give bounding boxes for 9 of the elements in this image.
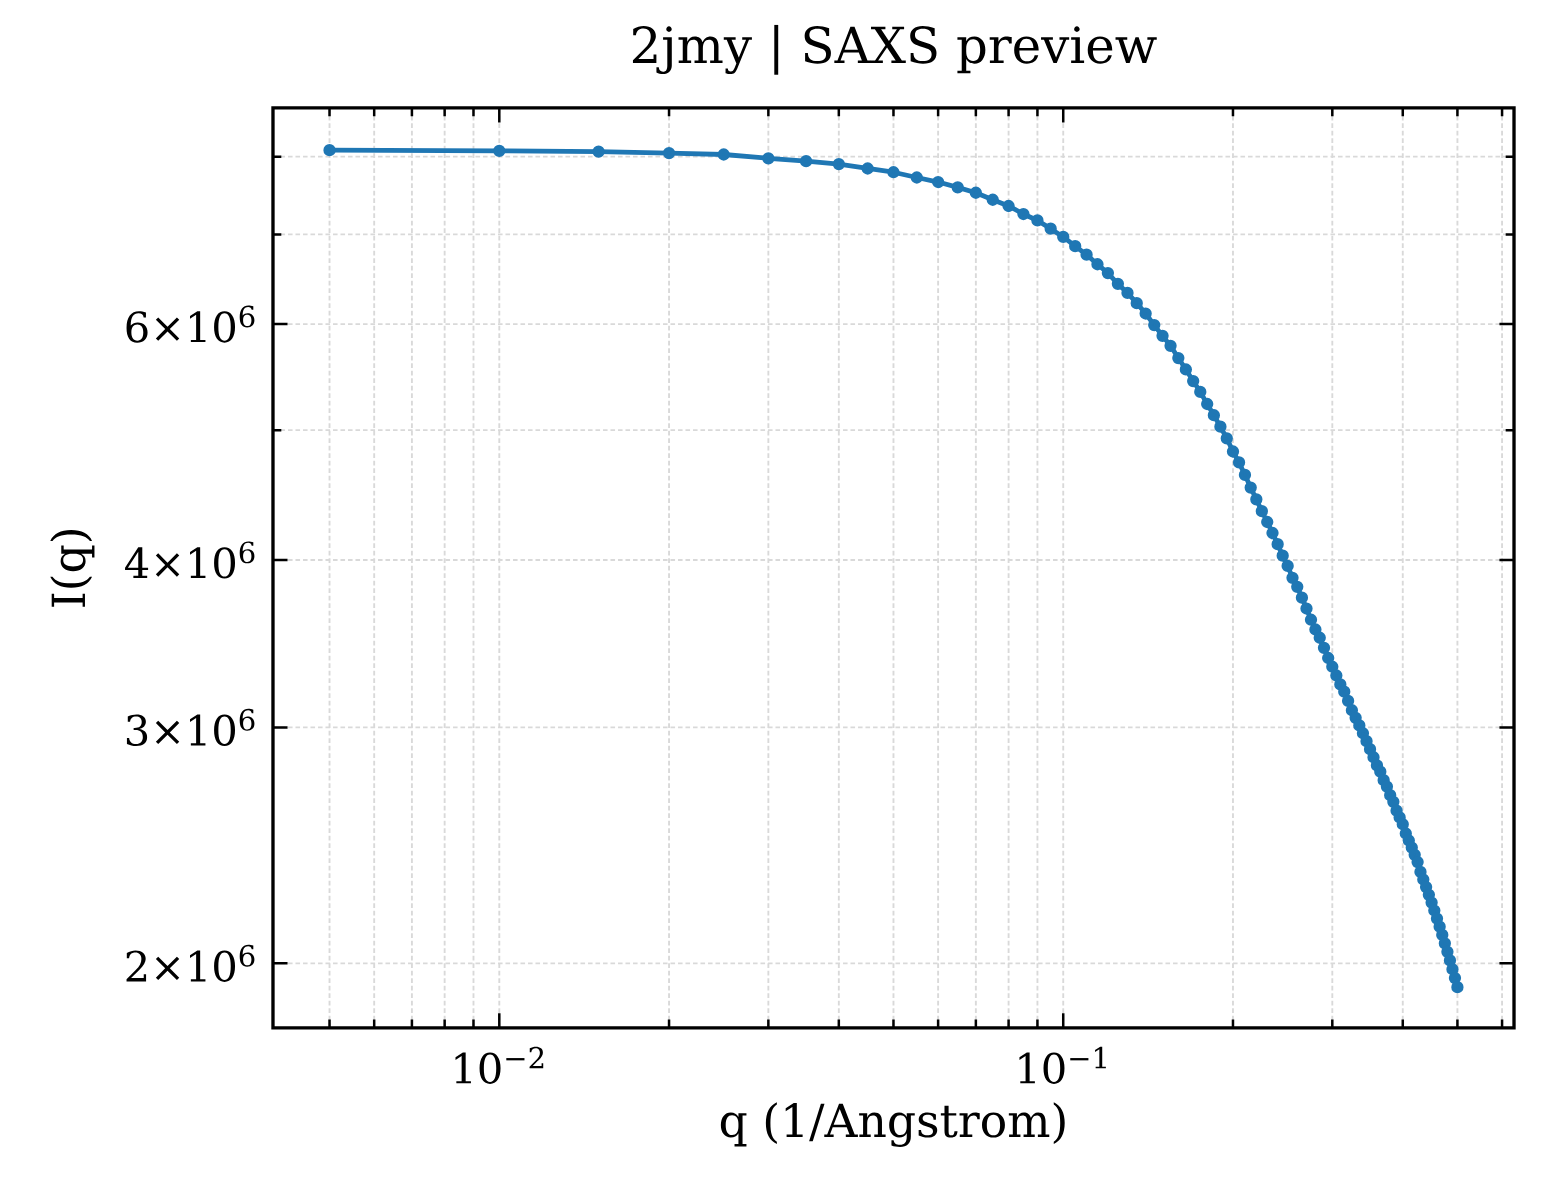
y-axis-title: I(q): [50, 530, 95, 607]
x-axis-title: q (1/Angstrom): [720, 1102, 1065, 1148]
x-tick-label: 10$^{−2}$: [455, 1046, 544, 1084]
y-tick-label: 6×10$^{6}$: [126, 305, 255, 343]
x-tick-label: 10$^{−1}$: [1019, 1046, 1106, 1084]
y-tick-label: 2×10$^{6}$: [126, 944, 255, 982]
y-tick-label: 3×10$^{6}$: [126, 708, 255, 746]
chart-title: 2jmy | SAXS preview: [632, 24, 1157, 75]
y-tick-label: 4×10$^{6}$: [125, 541, 255, 579]
